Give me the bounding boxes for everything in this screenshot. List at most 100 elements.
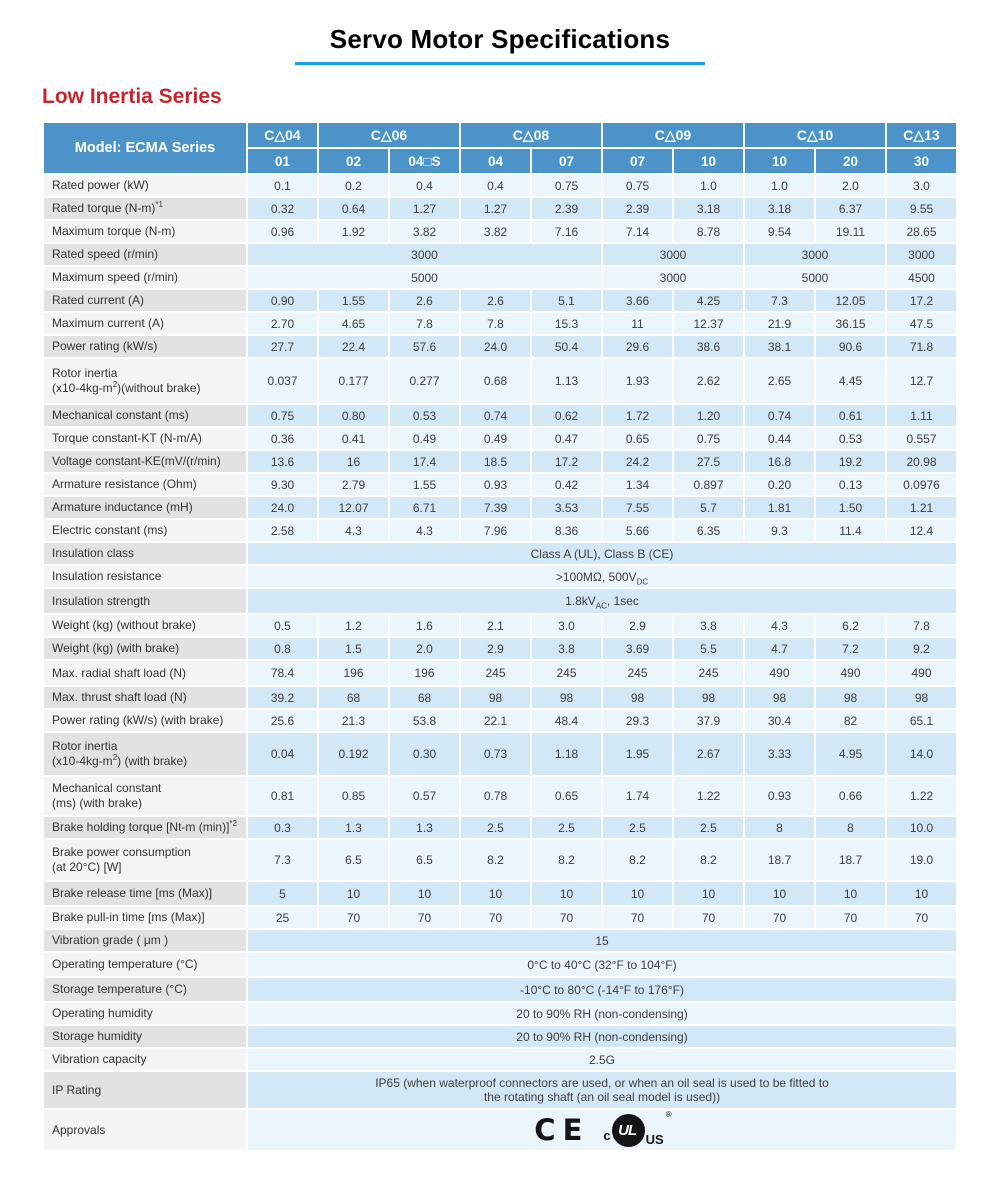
spec-value-cell: 15.3 xyxy=(530,311,603,336)
spec-value-cell: 98 xyxy=(601,685,674,710)
spec-value-cell: 7.96 xyxy=(459,518,532,543)
spec-value-cell: 5.1 xyxy=(530,288,603,313)
spec-value-cell: 70 xyxy=(814,905,887,930)
full-span-value-cell: 1.8kVAC, 1sec xyxy=(246,587,958,615)
row-label: Mechanical constant (ms) (with brake) xyxy=(42,775,248,817)
spec-value-cell: 8.2 xyxy=(601,838,674,882)
spec-value-cell: 2.6 xyxy=(459,288,532,313)
spec-value-cell: 0.8 xyxy=(246,636,319,661)
table-row: Power rating (kW/s) (with brake) 25.6 21.3… xyxy=(42,708,958,733)
spec-value-cell: 29.6 xyxy=(601,334,674,359)
spec-value-cell: 25.6 xyxy=(246,708,319,733)
table-row: Storage humidity 20 to 90% RH (non-conden… xyxy=(42,1024,958,1049)
spec-value-cell: 0.64 xyxy=(317,196,390,221)
model-size-row: 01 02 04□S 04 07 07 10 10 20 30 xyxy=(43,147,958,175)
spec-value-cell: 2.70 xyxy=(246,311,319,336)
series-heading: Low Inertia Series xyxy=(42,85,222,108)
spec-value-cell: 0.66 xyxy=(814,775,887,817)
spec-value-cell: 0.4 xyxy=(459,173,532,198)
spec-value-cell: 7.14 xyxy=(601,219,674,244)
spec-value-cell: 10 xyxy=(743,880,816,907)
full-span-value-cell: 0°C to 40°C (32°F to 104°F) xyxy=(246,951,958,978)
spec-value-cell: 3.18 xyxy=(743,196,816,221)
spec-value-cell: 0.2 xyxy=(317,173,390,198)
spec-value-cell: 0.96 xyxy=(246,219,319,244)
merged-value-cell: 5000 xyxy=(246,265,603,290)
spec-value-cell: 3.18 xyxy=(672,196,745,221)
spec-value-cell: 2.0 xyxy=(814,173,887,198)
spec-value-cell: 1.5 xyxy=(317,636,390,661)
spec-value-cell: 0.65 xyxy=(530,775,603,817)
spec-value-cell: 245 xyxy=(530,659,603,687)
spec-value-cell: 12.07 xyxy=(317,495,390,520)
approvals-logos: CE c UL US ® xyxy=(248,1110,956,1148)
model-group-header: C△04 xyxy=(246,121,319,149)
merged-value-cell: 4500 xyxy=(885,265,958,290)
table-row: Armature resistance (Ohm) 9.30 2.79 1.55 0.9… xyxy=(42,472,958,497)
spec-value-cell: 16.8 xyxy=(743,449,816,474)
spec-value-cell: 8.2 xyxy=(530,838,603,882)
row-label: Brake release time [ms (Max)] xyxy=(42,880,248,907)
spec-value-cell: 1.6 xyxy=(388,613,461,638)
spec-value-cell: 10.0 xyxy=(885,815,958,840)
row-label: Brake holding torque [Nt-m (min)]*2 xyxy=(42,815,248,840)
row-label: Weight (kg) (with brake) xyxy=(42,636,248,661)
spec-value-cell: 3.0 xyxy=(530,613,603,638)
spec-value-cell: 19.11 xyxy=(814,219,887,244)
spec-value-cell: 0.5 xyxy=(246,613,319,638)
spec-value-cell: 7.2 xyxy=(814,636,887,661)
spec-value-cell: 0.57 xyxy=(388,775,461,817)
spec-value-cell: 5.5 xyxy=(672,636,745,661)
spec-value-cell: 1.50 xyxy=(814,495,887,520)
table-row: Maximum speed (r/min) 5000 3000 5000 4500 xyxy=(42,265,958,290)
spec-value-cell: 11 xyxy=(601,311,674,336)
spec-value-cell: 10 xyxy=(885,880,958,907)
spec-value-cell: 1.2 xyxy=(317,613,390,638)
spec-value-cell: 0.74 xyxy=(459,403,532,428)
spec-value-cell: 70 xyxy=(885,905,958,930)
spec-value-cell: 0.277 xyxy=(388,357,461,405)
spec-value-cell: 0.30 xyxy=(388,731,461,777)
spec-value-cell: 0.192 xyxy=(317,731,390,777)
full-span-value-cell: >100MΩ, 500VDC xyxy=(246,564,958,589)
spec-value-cell: 0.75 xyxy=(672,426,745,451)
spec-value-cell: 490 xyxy=(814,659,887,687)
spec-value-cell: 196 xyxy=(317,659,390,687)
spec-value-cell: 70 xyxy=(743,905,816,930)
spec-value-cell: 10 xyxy=(530,880,603,907)
spec-value-cell: 38.6 xyxy=(672,334,745,359)
model-size-header: 10 xyxy=(743,147,816,175)
spec-value-cell: 8.36 xyxy=(530,518,603,543)
spec-value-cell: 1.93 xyxy=(601,357,674,405)
row-label: Electric constant (ms) xyxy=(42,518,248,543)
spec-value-cell: 98 xyxy=(672,685,745,710)
model-size-header: 02 xyxy=(317,147,390,175)
spec-value-cell: 0.68 xyxy=(459,357,532,405)
table-row: Vibration grade ( μm ) 15 xyxy=(42,928,958,953)
spec-value-cell: 9.55 xyxy=(885,196,958,221)
spec-value-cell: 6.37 xyxy=(814,196,887,221)
spec-value-cell: 82 xyxy=(814,708,887,733)
spec-value-cell: 0.62 xyxy=(530,403,603,428)
spec-value-cell: 19.2 xyxy=(814,449,887,474)
ce-mark-icon: CE xyxy=(534,1113,590,1147)
spec-value-cell: 21.9 xyxy=(743,311,816,336)
spec-value-cell: 18.7 xyxy=(814,838,887,882)
spec-value-cell: 245 xyxy=(601,659,674,687)
spec-value-cell: 1.0 xyxy=(743,173,816,198)
merged-value-cell: 5000 xyxy=(743,265,887,290)
spec-value-cell: 5.7 xyxy=(672,495,745,520)
row-label: Brake pull-in time [ms (Max)] xyxy=(42,905,248,930)
merged-value-cell: 3000 xyxy=(601,265,745,290)
spec-value-cell: 0.3 xyxy=(246,815,319,840)
spec-value-cell: 245 xyxy=(459,659,532,687)
spec-value-cell: 8.2 xyxy=(459,838,532,882)
spec-value-cell: 490 xyxy=(885,659,958,687)
spec-value-cell: 9.3 xyxy=(743,518,816,543)
spec-value-cell: 12.7 xyxy=(885,357,958,405)
spec-value-cell: 0.93 xyxy=(743,775,816,817)
spec-value-cell: 0.93 xyxy=(459,472,532,497)
row-label: Max. thrust shaft load (N) xyxy=(42,685,248,710)
spec-value-cell: 4.3 xyxy=(317,518,390,543)
spec-value-cell: 1.81 xyxy=(743,495,816,520)
